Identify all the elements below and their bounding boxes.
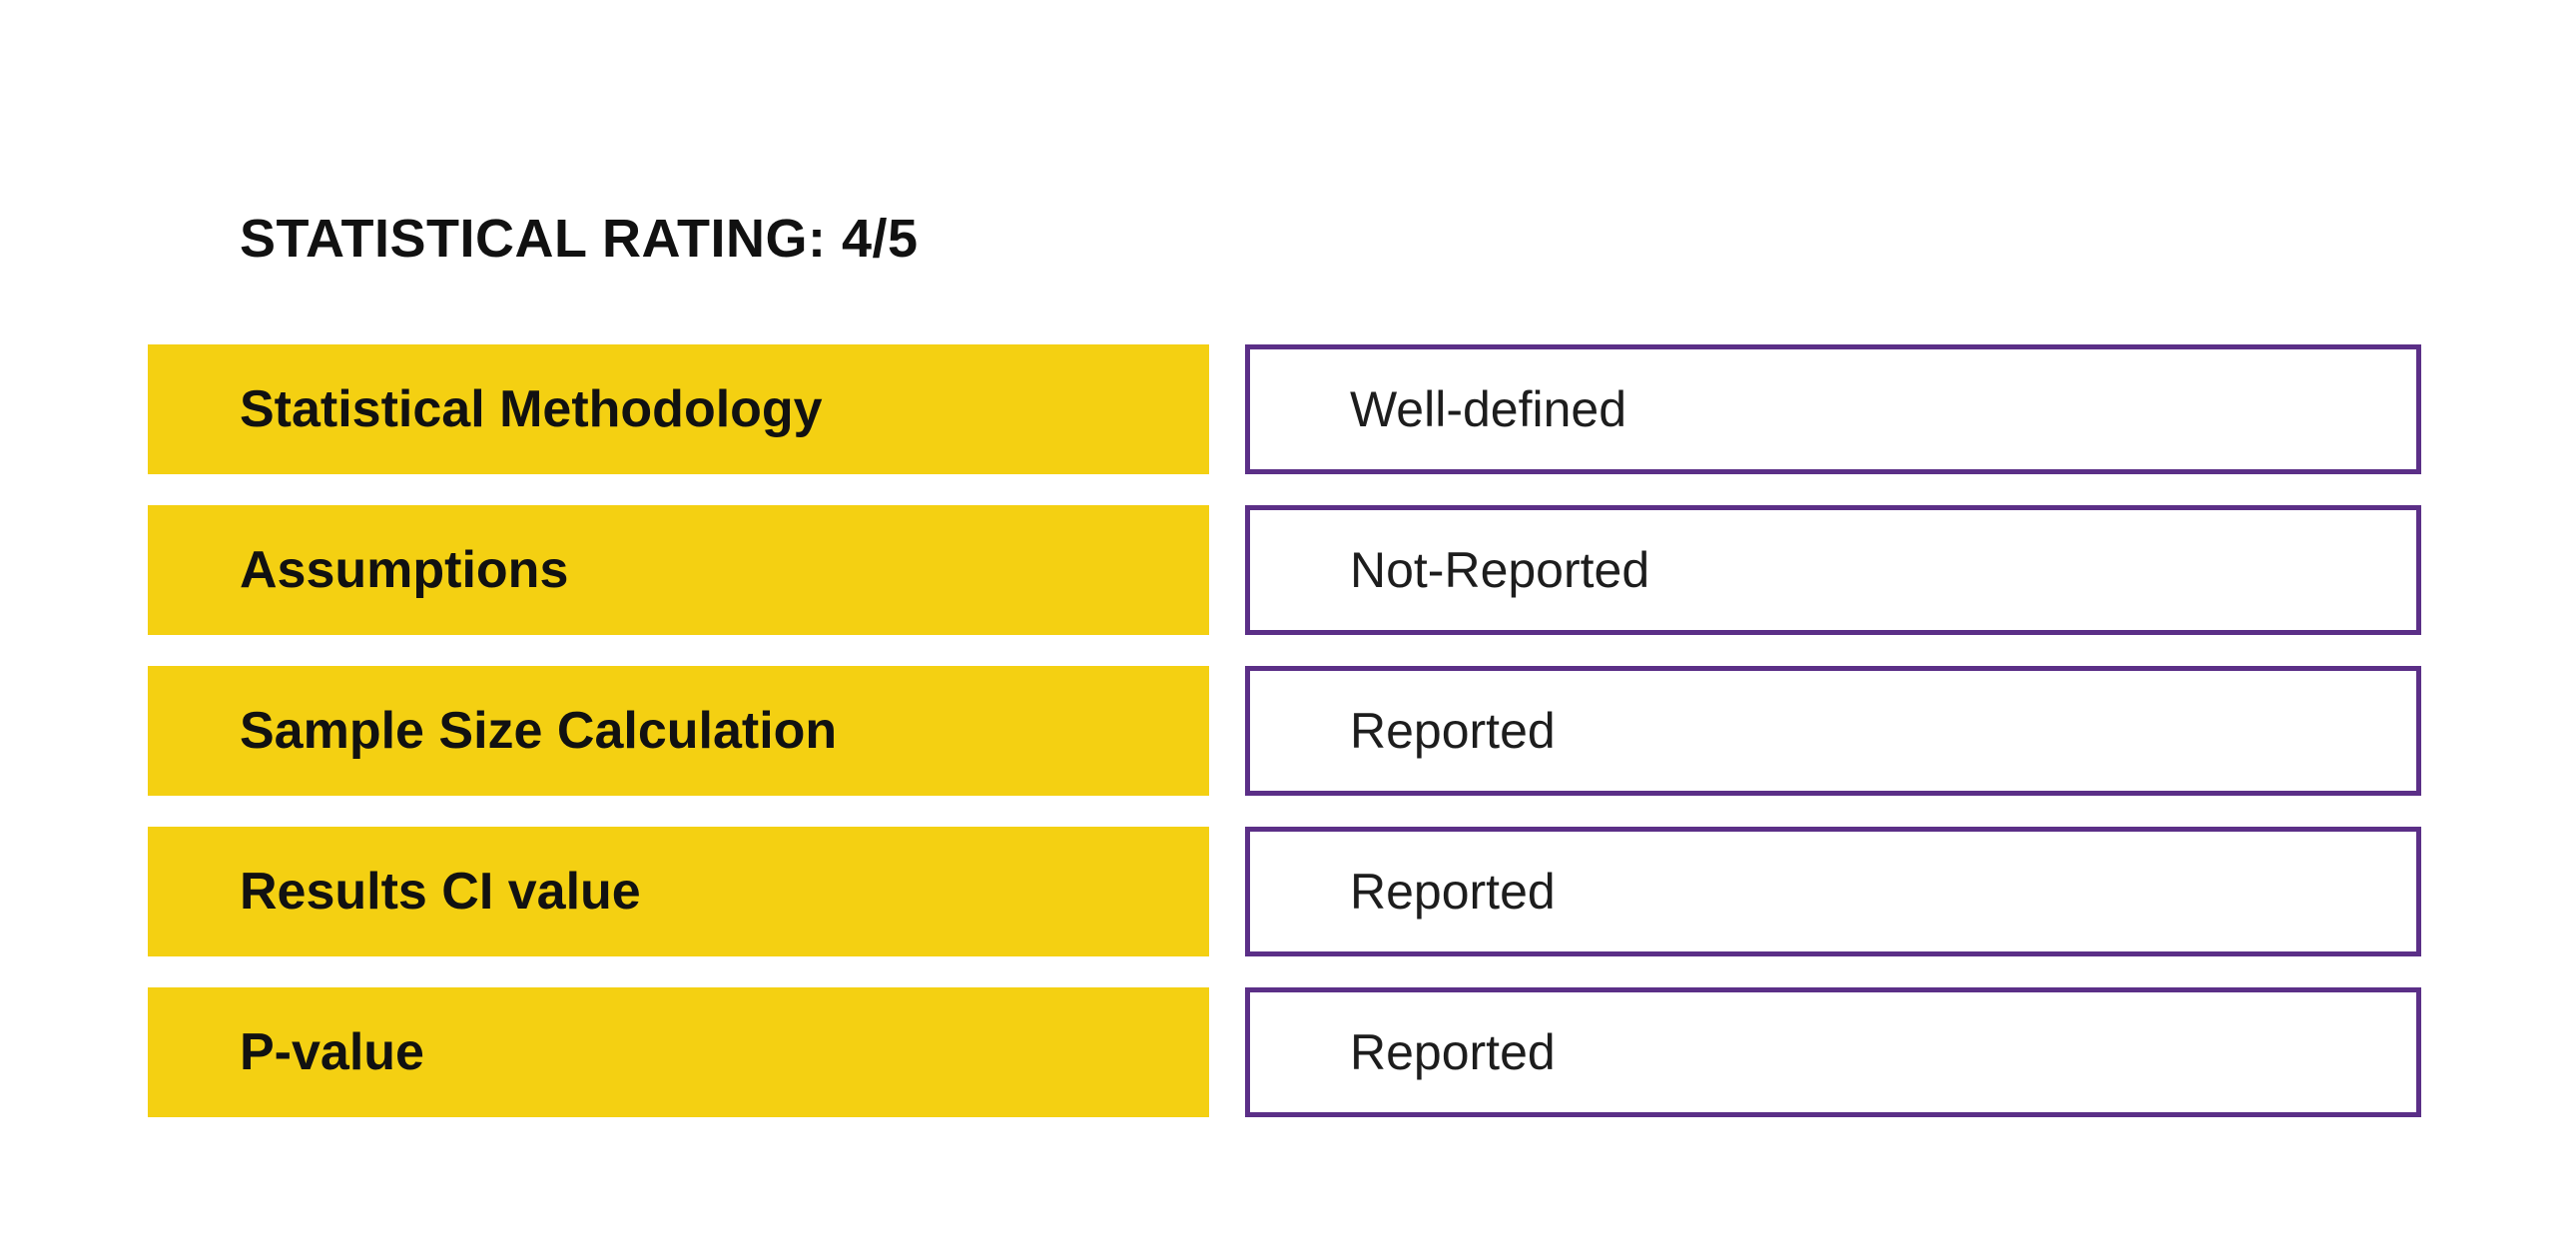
row-value-results-ci-value: Reported [1245,827,2421,956]
row-value-statistical-methodology: Well-defined [1245,344,2421,474]
row-label-assumptions: Assumptions [148,505,1209,635]
row-value-sample-size-calculation: Reported [1245,666,2421,796]
table-row: Statistical Methodology Well-defined [148,344,2421,474]
row-value-text: Not-Reported [1350,542,1650,598]
table-row: Results CI value Reported [148,827,2421,956]
row-value-text: Reported [1350,1024,1556,1080]
table-row: Assumptions Not-Reported [148,505,2421,635]
row-value-p-value: Reported [1245,987,2421,1117]
row-label-text: Results CI value [240,863,641,921]
row-value-text: Reported [1350,703,1556,759]
row-label-text: Sample Size Calculation [240,702,838,760]
row-label-text: P-value [240,1023,424,1081]
row-label-results-ci-value: Results CI value [148,827,1209,956]
row-label-text: Statistical Methodology [240,380,823,438]
row-label-text: Assumptions [240,541,569,599]
row-label-statistical-methodology: Statistical Methodology [148,344,1209,474]
table-row: Sample Size Calculation Reported [148,666,2421,796]
row-value-text: Reported [1350,864,1556,920]
row-label-p-value: P-value [148,987,1209,1117]
row-label-sample-size-calculation: Sample Size Calculation [148,666,1209,796]
row-value-text: Well-defined [1350,381,1627,437]
row-value-assumptions: Not-Reported [1245,505,2421,635]
table-row: P-value Reported [148,987,2421,1117]
page-title: STATISTICAL RATING: 4/5 [240,209,919,269]
rating-table: Statistical Methodology Well-defined Ass… [148,344,2421,1117]
